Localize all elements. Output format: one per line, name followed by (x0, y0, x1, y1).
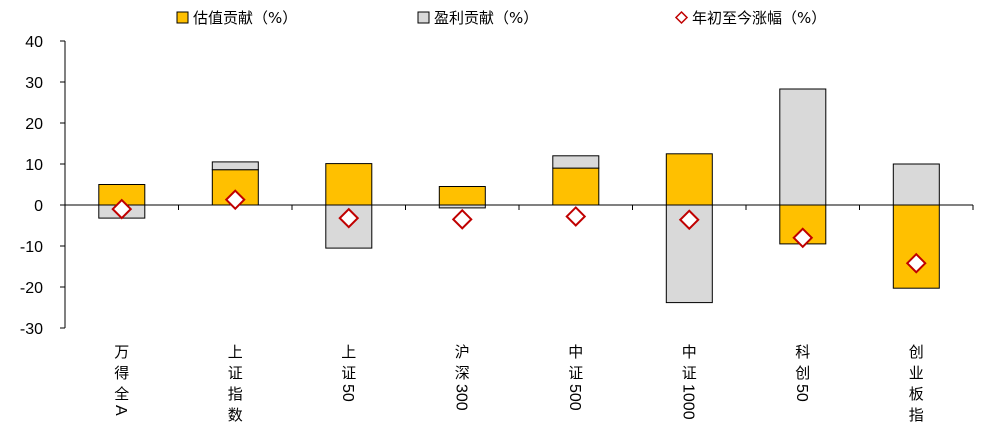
x-category-label: 中证 1000 (679, 343, 697, 420)
markers-layer (111, 189, 927, 274)
legend: 估值贡献（%） 盈利贡献（%） 年初至今涨幅（%） (176, 9, 826, 27)
x-category-label: 科创 50 (793, 343, 811, 402)
y-tick-label: -20 (20, 280, 43, 297)
svg-text:证: 证 (568, 364, 583, 382)
y-tick-label: 20 (25, 116, 43, 133)
bar-valuation (438, 186, 486, 206)
y-tick-label: 10 (25, 157, 43, 174)
ytd-marker (678, 209, 700, 231)
svg-text:得: 得 (114, 364, 129, 382)
svg-text:创: 创 (909, 343, 924, 361)
ytd-marker (451, 208, 473, 230)
svg-text:A: A (112, 405, 129, 416)
bar-earnings (779, 88, 827, 206)
svg-text:证: 证 (682, 364, 697, 382)
ytd-marker (905, 252, 927, 274)
legend-swatch (176, 11, 189, 24)
y-tick-label: -10 (20, 239, 43, 256)
svg-text:1000: 1000 (679, 384, 696, 420)
bar-valuation (552, 167, 600, 206)
legend-label: 估值贡献（%） (193, 9, 297, 27)
ytd-marker (224, 189, 246, 211)
ytd-marker (111, 198, 133, 220)
x-category-label: 上证 50 (339, 343, 357, 402)
legend-swatch (674, 10, 689, 25)
bar-earnings (892, 163, 940, 206)
x-category-label: 沪深 300 (452, 343, 470, 411)
x-category-label: 中证 500 (566, 343, 584, 411)
y-tick-label: 30 (25, 75, 43, 92)
svg-text:全: 全 (114, 385, 129, 403)
ytd-marker (792, 227, 814, 249)
svg-text:500: 500 (566, 384, 583, 411)
y-tick-label: 40 (25, 34, 43, 51)
svg-text:上: 上 (341, 343, 356, 361)
svg-text:板: 板 (909, 385, 924, 403)
svg-text:中: 中 (568, 343, 583, 361)
svg-text:数: 数 (228, 406, 243, 424)
legend-label: 盈利贡献（%） (434, 9, 538, 27)
legend-label: 年初至今涨幅（%） (692, 9, 826, 27)
bar-earnings (552, 155, 600, 169)
svg-text:深: 深 (455, 364, 470, 382)
svg-text:业: 业 (909, 364, 924, 382)
svg-text:创: 创 (795, 364, 810, 382)
bar-valuation (665, 153, 713, 206)
svg-text:证: 证 (228, 364, 243, 382)
ytd-marker (338, 207, 360, 229)
svg-text:科: 科 (795, 343, 810, 361)
svg-text:50: 50 (339, 384, 356, 402)
svg-text:指: 指 (909, 406, 924, 424)
bar-earnings (211, 161, 259, 171)
y-tick-label: 0 (34, 198, 43, 215)
y-tick-label: -30 (20, 321, 43, 338)
svg-text:上: 上 (228, 343, 243, 361)
legend-swatch (417, 11, 430, 24)
bar-valuation (325, 163, 373, 206)
bars-layer (98, 88, 940, 304)
svg-text:沪: 沪 (455, 343, 470, 361)
axes: 40 30 20 10 0 -10 -20 -30 (20, 34, 974, 338)
svg-text:中: 中 (682, 343, 697, 361)
svg-text:指: 指 (228, 385, 243, 403)
svg-text:证: 证 (341, 364, 356, 382)
bar-valuation (892, 204, 940, 289)
svg-text:50: 50 (793, 384, 810, 402)
ytd-marker (565, 206, 587, 227)
svg-text:万: 万 (114, 343, 129, 361)
svg-text:300: 300 (452, 384, 469, 411)
